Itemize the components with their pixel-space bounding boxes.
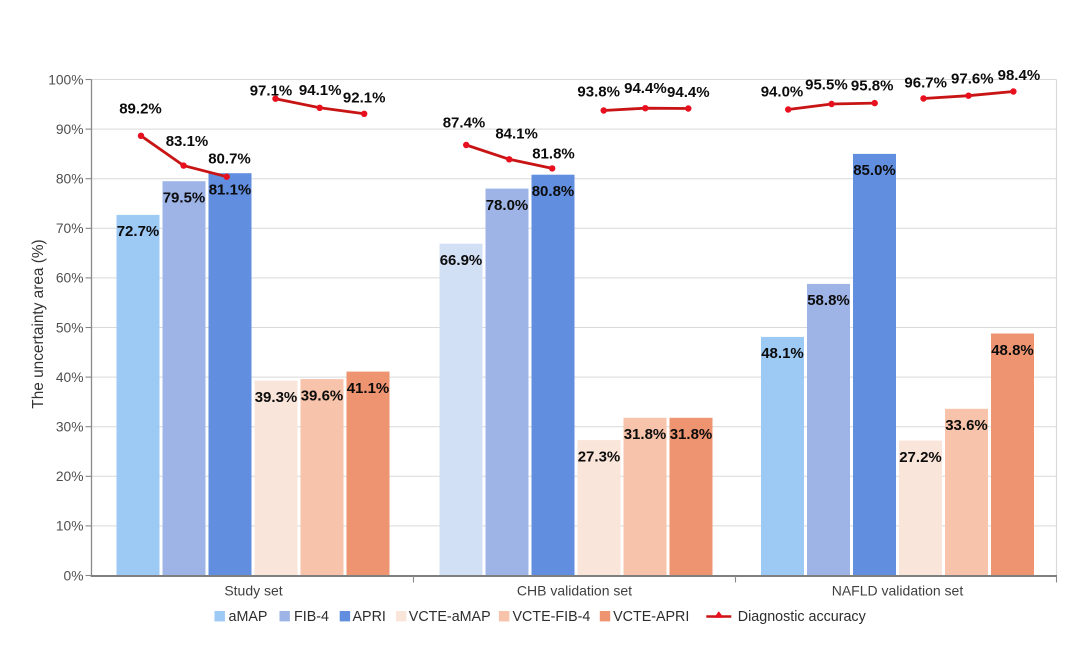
svg-text:84.1%: 84.1%	[495, 125, 538, 142]
svg-text:Study set: Study set	[224, 583, 282, 599]
svg-text:94.4%: 94.4%	[667, 84, 710, 101]
svg-text:30%: 30%	[56, 420, 84, 435]
svg-text:90%: 90%	[56, 122, 84, 137]
svg-text:27.2%: 27.2%	[899, 449, 942, 466]
svg-text:FIB-4: FIB-4	[294, 609, 329, 625]
svg-text:96.7%: 96.7%	[904, 74, 947, 91]
svg-text:41.1%: 41.1%	[347, 380, 390, 397]
svg-text:80.7%: 80.7%	[208, 150, 251, 167]
svg-text:97.6%: 97.6%	[951, 71, 994, 88]
svg-text:20%: 20%	[56, 469, 84, 484]
svg-text:The uncertainty area (%): The uncertainty area (%)	[30, 239, 47, 408]
svg-text:70%: 70%	[56, 221, 84, 236]
svg-text:97.1%: 97.1%	[250, 83, 293, 100]
svg-text:93.8%: 93.8%	[577, 83, 620, 100]
svg-text:92.1%: 92.1%	[343, 89, 386, 106]
svg-text:80.8%: 80.8%	[532, 183, 575, 200]
svg-text:VCTE-aMAP: VCTE-aMAP	[409, 609, 491, 625]
svg-text:39.6%: 39.6%	[301, 387, 344, 404]
svg-text:79.5%: 79.5%	[163, 190, 206, 207]
svg-text:VCTE-APRI: VCTE-APRI	[613, 609, 689, 625]
svg-text:CHB validation set: CHB validation set	[517, 583, 632, 599]
svg-text:48.8%: 48.8%	[991, 342, 1034, 359]
svg-text:94.0%: 94.0%	[761, 84, 804, 101]
svg-text:81.8%: 81.8%	[532, 145, 575, 162]
svg-text:VCTE-FIB-4: VCTE-FIB-4	[513, 609, 591, 625]
svg-text:100%: 100%	[48, 72, 83, 87]
svg-text:66.9%: 66.9%	[440, 252, 483, 269]
svg-text:72.7%: 72.7%	[117, 223, 160, 240]
svg-text:85.0%: 85.0%	[853, 162, 896, 179]
svg-text:95.5%: 95.5%	[805, 77, 848, 94]
svg-text:83.1%: 83.1%	[166, 133, 209, 150]
svg-text:58.8%: 58.8%	[807, 292, 850, 309]
svg-text:31.8%: 31.8%	[670, 426, 713, 443]
svg-text:80%: 80%	[56, 172, 84, 187]
svg-text:94.1%: 94.1%	[299, 82, 342, 99]
svg-text:NAFLD validation set: NAFLD validation set	[832, 583, 964, 599]
svg-text:94.4%: 94.4%	[624, 80, 667, 97]
svg-text:39.3%: 39.3%	[255, 389, 298, 406]
svg-text:50%: 50%	[56, 320, 84, 335]
svg-text:78.0%: 78.0%	[486, 197, 529, 214]
svg-text:0%: 0%	[64, 568, 84, 583]
svg-text:40%: 40%	[56, 370, 84, 385]
svg-text:81.1%: 81.1%	[209, 182, 252, 199]
svg-text:10%: 10%	[56, 519, 84, 534]
svg-text:Diagnostic accuracy: Diagnostic accuracy	[738, 609, 867, 625]
svg-text:33.6%: 33.6%	[945, 417, 988, 434]
svg-text:60%: 60%	[56, 271, 84, 286]
svg-text:87.4%: 87.4%	[443, 115, 486, 132]
svg-text:95.8%: 95.8%	[851, 77, 894, 94]
svg-text:48.1%: 48.1%	[761, 345, 804, 362]
svg-text:27.3%: 27.3%	[578, 448, 621, 465]
svg-text:31.8%: 31.8%	[624, 426, 667, 443]
svg-text:APRI: APRI	[353, 609, 386, 625]
svg-text:aMAP: aMAP	[229, 609, 268, 625]
svg-text:89.2%: 89.2%	[119, 100, 162, 117]
svg-text:98.4%: 98.4%	[998, 67, 1041, 84]
